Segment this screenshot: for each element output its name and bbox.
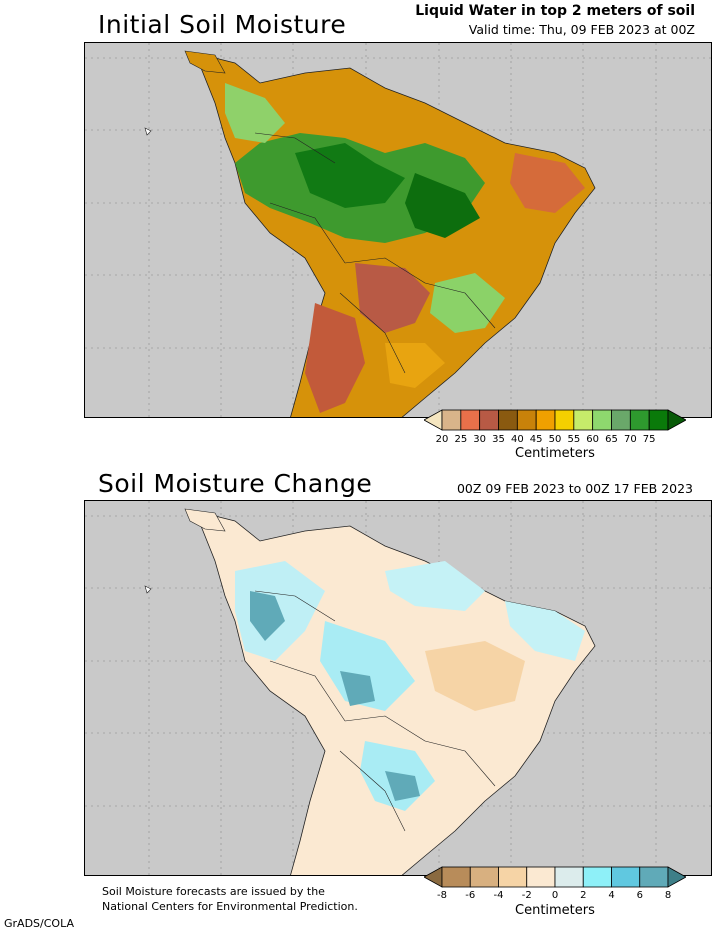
bottom-colorbar-tick-label: 6 [636,890,643,901]
bottom-colorbar-swatch [469,866,499,888]
top-colorbar-tick-label: 30 [473,434,487,445]
top-colorbar-swatch [460,409,481,431]
bottom-colorbar-tick-label: -6 [465,890,476,901]
grads-credit: GrADS/COLA [4,917,74,930]
bottom-colorbar-ticks: -8 -6 -4 -2 0 2 4 6 8 [424,890,686,902]
top-colorbar-tick-label: 70 [623,434,637,445]
top-colorbar-swatch [554,409,575,431]
top-colorbar-swatch [516,409,537,431]
top-colorbar-tick-label: 65 [605,434,618,445]
bottom-colorbar-svg [423,866,687,888]
top-colorbar-ticks: 20 25 30 35 40 45 50 55 60 65 70 75 [424,434,686,446]
bottom-colorbar-tick-label: 0 [551,890,559,901]
bottom-panel-period: 00Z 09 FEB 2023 to 00Z 17 FEB 2023 [456,481,693,496]
top-colorbar-swatch [629,409,650,431]
top-colorbar-tick-label: 40 [510,434,524,445]
top-colorbar-swatch [611,409,631,431]
top-colorbar-tick-label: 25 [454,434,468,445]
top-colorbar-tick-label: 20 [435,434,449,445]
bottom-colorbar-tick-label: 8 [664,890,672,901]
top-map [84,42,712,418]
bottom-colorbar-tick-label: 4 [608,890,615,901]
footer-note: Soil Moisture forecasts are issued by th… [102,884,358,914]
top-colorbar-swatch [479,409,499,431]
top-colorbar-unit: Centimeters [515,446,595,461]
bottom-colorbar-swatch [441,866,471,888]
top-colorbar-tick-label: 35 [492,434,505,445]
bottom-colorbar-swatch [582,866,612,888]
bottom-map [84,500,712,876]
top-colorbar-arrow-low [423,409,443,431]
top-colorbar-swatch [498,409,518,431]
bottom-colorbar-swatch [611,866,641,888]
top-panel-valid-time: Valid time: Thu, 09 FEB 2023 at 00Z [468,22,695,37]
footer-line-1: Soil Moisture forecasts are issued by th… [102,885,325,898]
top-colorbar-tick-label: 55 [567,434,581,445]
bottom-colorbar [423,866,687,888]
bottom-colorbar-tick-label: 2 [580,890,587,901]
top-panel-title: Initial Soil Moisture [98,10,347,39]
top-map-svg [85,43,711,417]
bottom-panel-title: Soil Moisture Change [98,469,373,498]
top-colorbar-swatch [648,409,669,431]
top-colorbar-tick-label: 50 [548,434,562,445]
bottom-map-svg [85,501,711,875]
top-panel-subtitle: Liquid Water in top 2 meters of soil [415,3,695,19]
bottom-colorbar-tick-label: -8 [437,890,447,901]
top-colorbar-arrow-high [667,409,687,431]
bottom-colorbar-tick-label: -2 [521,890,532,901]
bottom-colorbar-swatch [639,866,669,888]
bottom-colorbar-swatch [498,866,528,888]
bottom-colorbar-tick-label: -4 [493,890,504,901]
bottom-colorbar-swatch [554,866,584,888]
top-colorbar-svg [423,409,687,431]
top-colorbar-swatch [573,409,594,431]
bottom-colorbar-swatch [526,866,556,888]
bottom-colorbar-arrow-low [423,866,443,888]
top-colorbar-tick-label: 75 [642,434,656,445]
top-colorbar-tick-label: 45 [529,434,543,445]
top-colorbar [423,409,687,431]
top-colorbar-tick-label: 60 [586,434,600,445]
top-colorbar-swatch [535,409,556,431]
top-colorbar-swatch [441,409,462,431]
bottom-colorbar-arrow-high [667,866,687,888]
bottom-colorbar-unit: Centimeters [515,903,595,918]
top-colorbar-swatch [592,409,612,431]
footer-line-2: National Centers for Environmental Predi… [102,900,358,913]
